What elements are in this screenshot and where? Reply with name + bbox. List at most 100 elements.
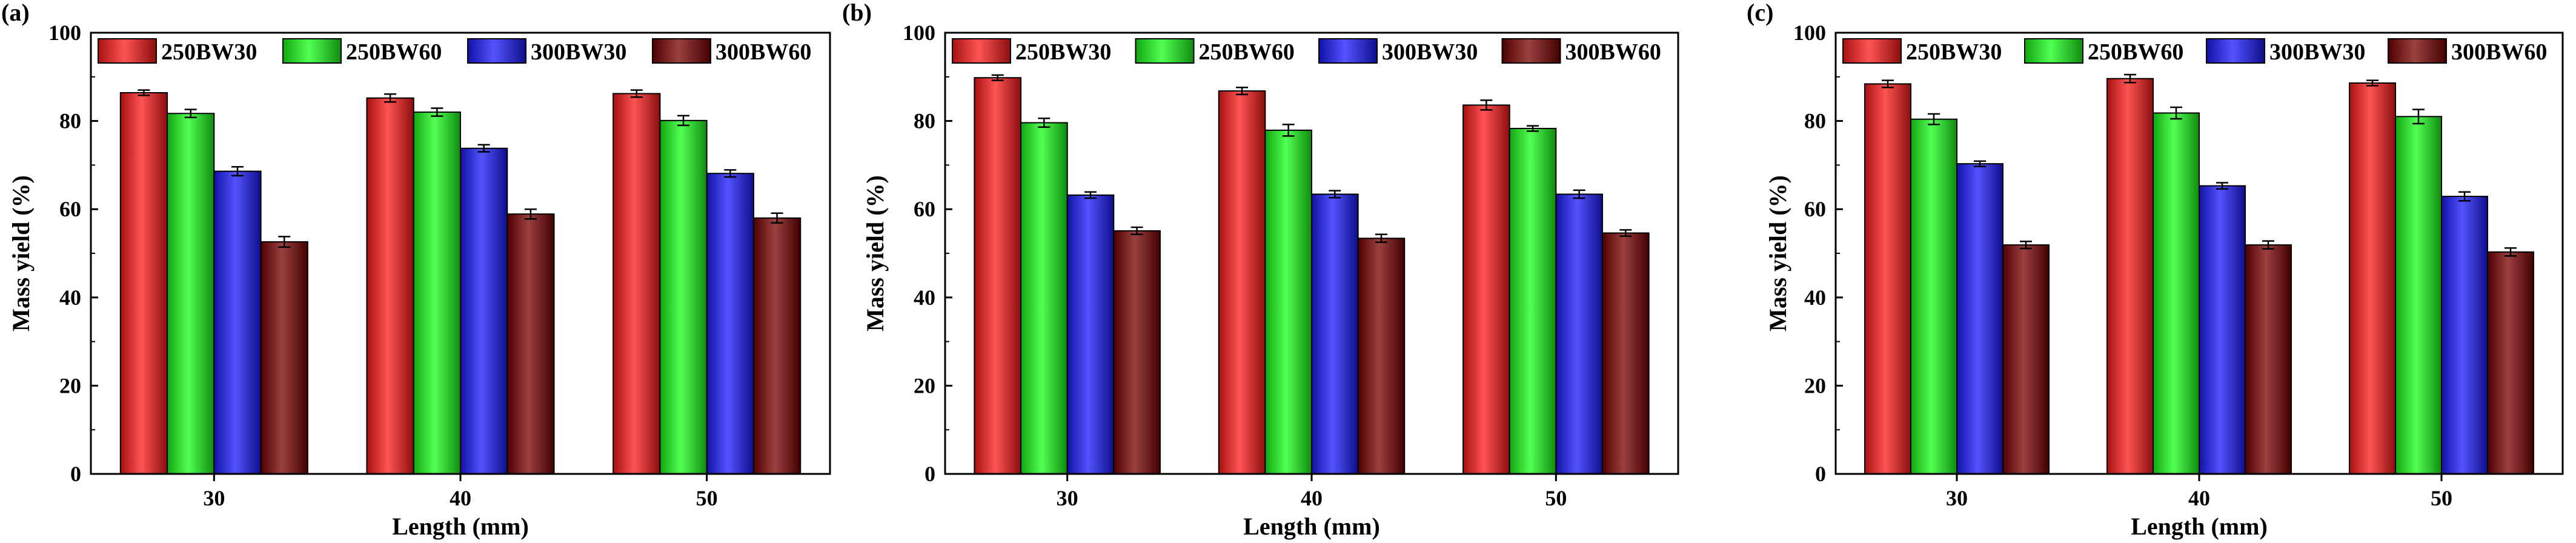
bar-300bw60 (1357, 238, 1406, 475)
x-tick-label: 50 (696, 486, 718, 510)
y-axis-title: Mass yield (%) (861, 175, 889, 331)
legend-swatch-250bw30 (952, 38, 1011, 64)
bar-250bw30 (1462, 104, 1510, 475)
y-tick-label: 20 (914, 373, 935, 398)
y-tick-label: 0 (70, 462, 81, 486)
bar-250bw30 (366, 97, 414, 475)
legend-swatch-300bw60 (652, 38, 711, 64)
bar-250bw30 (612, 93, 661, 475)
legend-label: 250BW30 (161, 39, 257, 65)
x-tick-label: 50 (1545, 486, 1567, 510)
chart-panel-2: (b) Mass yield (%) Length (mm) 0 20 40 60 80 100… (842, 0, 1679, 540)
bar-250bw30 (119, 92, 168, 475)
y-tick-label: 100 (1793, 21, 1826, 45)
legend-label: 250BW30 (1906, 39, 2002, 65)
legend-label: 300BW60 (2451, 39, 2547, 65)
y-tick-label: 80 (59, 109, 81, 133)
legend-swatch-300bw30 (467, 38, 526, 64)
bar-300bw60 (1113, 230, 1161, 475)
x-tick-label: 40 (2188, 486, 2210, 510)
bar-300bw30 (1311, 193, 1359, 475)
legend-label: 300BW30 (2269, 39, 2365, 65)
bar-300bw30 (1066, 194, 1115, 475)
bar-300bw60 (506, 213, 555, 475)
x-tick-label: 40 (1301, 486, 1323, 510)
bar-250bw30 (1218, 90, 1266, 475)
bar-250bw30 (2349, 82, 2396, 475)
bar-300bw60 (1601, 232, 1650, 475)
bar-300bw60 (2487, 251, 2534, 475)
bar-250bw30 (974, 77, 1022, 475)
y-tick-label: 100 (48, 21, 81, 45)
y-tick-label: 80 (914, 109, 935, 133)
y-tick-label: 40 (914, 285, 935, 310)
y-tick-label: 60 (1804, 197, 1826, 221)
legend-label: 300BW60 (715, 39, 811, 65)
legend-label: 250BW60 (2088, 39, 2183, 65)
x-axis-title: Length (mm) (2131, 513, 2268, 540)
bar-300bw30 (213, 170, 262, 475)
legend: 250BW30 250BW60 300BW30 300BW60 (98, 38, 811, 65)
bar-250bw60 (1509, 127, 1557, 475)
legend-label: 250BW30 (1015, 39, 1111, 65)
y-tick-label: 60 (914, 197, 935, 221)
plot-frame (90, 32, 831, 475)
legend-label: 250BW60 (346, 39, 442, 65)
y-tick-label: 20 (59, 373, 81, 398)
y-tick-label: 0 (1815, 462, 1826, 486)
y-tick-label: 20 (1804, 373, 1826, 398)
legend-swatch-300bw30 (1318, 38, 1378, 64)
legend-swatch-300bw30 (2206, 38, 2265, 64)
legend: 250BW30 250BW60 300BW30 300BW60 (1842, 38, 2547, 65)
x-tick-label: 30 (1057, 486, 1078, 510)
bar-250bw60 (1264, 129, 1313, 475)
legend-label: 300BW30 (1382, 39, 1478, 65)
chart-panel-3: (c) Mass yield (%) Length (mm) 0 20 40 60 80 100… (1747, 0, 2564, 540)
legend-label: 300BW30 (531, 39, 626, 65)
bar-250bw60 (2395, 116, 2442, 475)
legend-swatch-250bw60 (282, 38, 342, 64)
x-axis-title: Length (mm) (392, 513, 529, 540)
bar-300bw30 (460, 147, 508, 475)
bar-300bw60 (752, 217, 802, 475)
bar-300bw60 (260, 241, 308, 475)
x-tick-label: 40 (450, 486, 471, 510)
bar-250bw30 (2106, 78, 2154, 475)
legend-swatch-250bw60 (2024, 38, 2083, 64)
x-axis-title: Length (mm) (1243, 513, 1380, 540)
bar-250bw60 (167, 113, 215, 475)
bar-300bw30 (2199, 185, 2246, 475)
legend-swatch-300bw60 (1501, 38, 1561, 64)
legend-swatch-300bw60 (2388, 38, 2447, 64)
legend-label: 300BW60 (1565, 39, 1661, 65)
bar-250bw60 (413, 112, 462, 475)
y-tick-label: 0 (925, 462, 935, 486)
legend: 250BW30 250BW60 300BW30 300BW60 (952, 38, 1661, 65)
y-tick-label: 40 (59, 285, 81, 310)
x-tick-label: 50 (2431, 486, 2452, 510)
legend-label: 250BW60 (1199, 39, 1295, 65)
y-tick-label: 40 (1804, 285, 1826, 310)
bar-300bw30 (1956, 163, 2003, 475)
bar-250bw60 (659, 119, 708, 475)
bar-250bw60 (1020, 122, 1068, 475)
legend-swatch-250bw30 (98, 38, 157, 64)
chart-panel-1: (a) Mass yield (%) Length (mm) 0 20 40 60 80 100… (1, 0, 831, 540)
bar-250bw60 (1910, 118, 1957, 475)
y-axis-title: Mass yield (%) (1764, 175, 1791, 331)
legend-swatch-250bw30 (1842, 38, 1902, 64)
y-tick-label: 80 (1804, 109, 1826, 133)
plot-frame (1834, 32, 2564, 475)
bar-250bw30 (1864, 83, 1911, 475)
panel-label: (c) (1747, 0, 1773, 26)
plot-frame (944, 32, 1679, 475)
bar-300bw30 (706, 173, 754, 475)
y-tick-label: 60 (59, 197, 81, 221)
x-tick-label: 30 (203, 486, 225, 510)
bar-250bw60 (2153, 112, 2200, 475)
bar-300bw60 (2002, 244, 2050, 475)
bar-300bw30 (1555, 193, 1603, 475)
y-tick-label: 100 (903, 21, 935, 45)
panel-label: (a) (1, 0, 30, 26)
